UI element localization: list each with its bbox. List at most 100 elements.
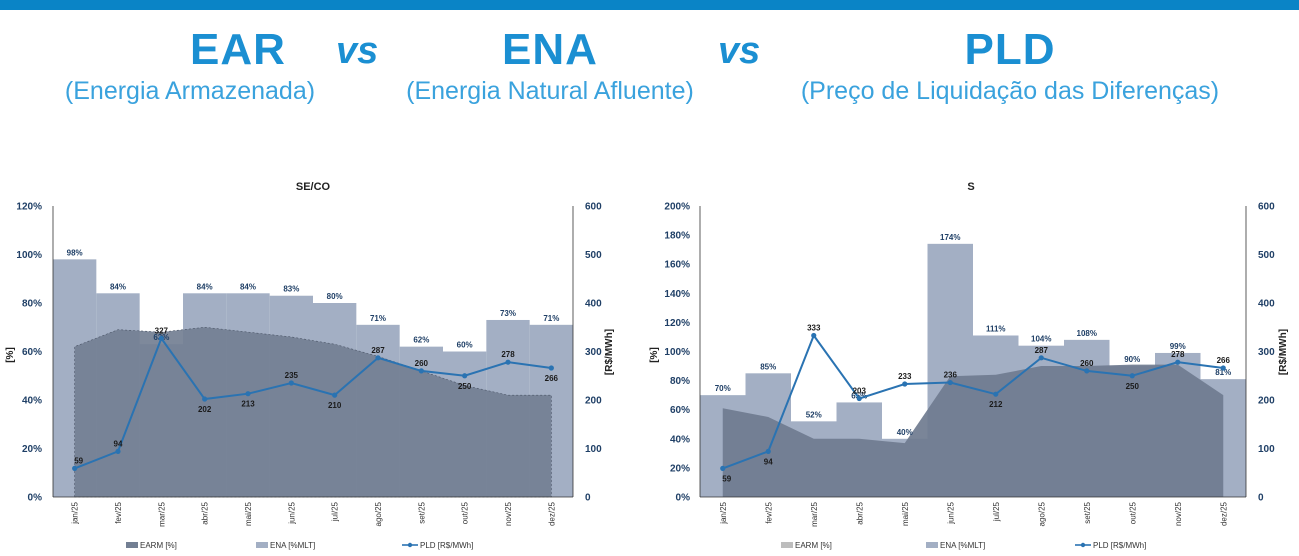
chart-se-category-label: set/25: [417, 501, 426, 523]
chart-se-ena-label: 73%: [500, 309, 516, 318]
chart-se-pld-line: [74, 336, 552, 470]
chart-s-legend-pld: PLD [R$/MWh]: [1093, 541, 1146, 550]
chart-s-pld-point: [1175, 359, 1181, 365]
chart-se-pld-point: [548, 365, 554, 371]
chart-s-y2label: [R$/MWh]: [1278, 329, 1289, 375]
chart-s-pld-label: 287: [1035, 346, 1049, 355]
chart-s-pld-point: [720, 465, 726, 471]
chart-s-category-label: out/25: [1128, 501, 1137, 524]
chart-se-ena-label: 83%: [283, 285, 299, 294]
chart-s-pld-label: 278: [1171, 350, 1185, 359]
chart-se-category-label: abr/25: [201, 501, 210, 524]
chart-se-category-label: mar/25: [157, 501, 166, 526]
chart-se-pld-point: [418, 368, 424, 374]
chart-se-ytick: 40%: [22, 396, 42, 407]
chart-s-category-label: ago/25: [1037, 501, 1046, 526]
chart-s-earm-area: [722, 364, 1224, 497]
chart-se-legend-pld-marker: [407, 542, 413, 548]
chart-s-ytick: 60%: [670, 405, 690, 416]
chart-se-ena-label: 98%: [67, 248, 83, 257]
chart-se-ena-label: 84%: [110, 282, 126, 291]
chart-s-ena-label: 174%: [940, 233, 960, 242]
chart-se-pld-label: 59: [74, 456, 83, 465]
ear-title: EAR: [190, 25, 286, 74]
chart-s-pld-point: [1220, 365, 1226, 371]
chart-se-pld-point: [202, 396, 208, 402]
chart-s-category-label: mar/25: [810, 501, 819, 526]
chart-se-ena-label: 60%: [457, 341, 473, 350]
chart-s-ytick: 180%: [664, 231, 690, 242]
chart-s-pld-line: [722, 333, 1224, 470]
chart-se-y2label: [R$/MWh]: [604, 329, 615, 375]
top-accent-bar: [0, 0, 1299, 10]
chart-se-category-label: jul/25: [331, 501, 340, 522]
chart-se-y2tick: 0: [585, 493, 591, 504]
chart-s-pld-label: 266: [1217, 356, 1231, 365]
chart-s-pld-point: [947, 379, 953, 386]
chart-se-category-label: dez/25: [547, 501, 556, 526]
chart-se-ena-label: 80%: [327, 292, 343, 301]
chart-s-y2tick: 200: [1258, 396, 1275, 407]
chart-se-ena-label: 71%: [370, 314, 386, 323]
chart-s-ytick: 140%: [664, 289, 690, 300]
chart-s-category-label: nov/25: [1174, 501, 1183, 526]
vs-label-2: vs: [718, 30, 761, 72]
ena-subtitle: (Energia Natural Afluente): [406, 77, 694, 105]
chart-se-pld-label: 250: [458, 382, 472, 391]
pld-header: PLD: [860, 22, 1160, 78]
ena-title: ENA: [502, 25, 598, 74]
chart-se-pld-point: [245, 391, 251, 397]
chart-se-y2tick: 200: [585, 396, 602, 407]
chart-se-category-label: mai/25: [244, 501, 253, 526]
chart-se-title: SE/CO: [296, 181, 331, 193]
chart-se-y2tick: 100: [585, 444, 602, 455]
chart-s-pld-label: 203: [853, 387, 867, 396]
chart-s-ena-label: 108%: [1077, 329, 1097, 338]
chart-s-pld-label: 250: [1126, 382, 1140, 391]
pld-title: PLD: [964, 25, 1056, 74]
chart-s-category-label: dez/25: [1219, 501, 1228, 526]
chart-s-y2tick: 500: [1258, 250, 1275, 261]
chart-s-ena-label: 104%: [1031, 335, 1051, 344]
chart-s-pld-point: [1084, 368, 1090, 374]
chart-s-pld-point: [993, 391, 999, 397]
chart-se-pld-point: [462, 373, 468, 379]
chart-s-ytick: 40%: [670, 434, 690, 445]
chart-s-category-label: jun/25: [946, 501, 955, 524]
chart-se-y2tick: 600: [585, 202, 602, 213]
chart-s-ena-label: 90%: [1124, 355, 1140, 364]
chart-se-legend-earm-swatch: [126, 542, 138, 548]
chart-s-legend-ena-swatch: [926, 542, 938, 548]
chart-s-y2tick: 600: [1258, 202, 1275, 213]
chart-se-category-label: ago/25: [374, 501, 383, 526]
chart-s-ena-label: 111%: [986, 324, 1006, 333]
chart-s-legend-earm-swatch: [781, 542, 793, 548]
chart-s-title: S: [967, 181, 974, 193]
chart-s-pld-label: 236: [944, 371, 958, 380]
chart-se-y2tick: 500: [585, 250, 602, 261]
pld-subtitle: (Preço de Liquidação das Diferenças): [800, 77, 1220, 105]
chart-s-ytick: 200%: [664, 202, 690, 213]
chart-s-y2tick: 400: [1258, 299, 1275, 310]
chart-s-ena-label: 52%: [806, 410, 822, 419]
chart-s-pld-point: [1038, 355, 1044, 361]
chart-s-ytick: 0%: [676, 493, 691, 504]
chart-se-pld-label: 202: [198, 405, 212, 414]
chart-se-ylabel: [%]: [5, 347, 16, 363]
chart-se-ena-label: 84%: [240, 282, 256, 291]
chart-s-pld-label: 333: [807, 323, 821, 332]
chart-s-legend-ena: ENA [%MLT]: [940, 541, 985, 550]
chart-s-category-label: jul/25: [992, 501, 1001, 522]
chart-se-legend-ena-swatch: [256, 542, 268, 548]
chart-se-pld-label: 235: [285, 371, 299, 380]
chart-s-pld-label: 212: [989, 400, 1003, 409]
pld-subtitle-wrap: (Preço de Liquidação das Diferenças): [780, 78, 1240, 104]
chart-se-ytick: 100%: [16, 250, 42, 261]
chart-s-ena-label: 65%: [851, 391, 867, 400]
chart-se-category-label: fev/25: [114, 501, 123, 523]
chart-se-pld-point: [158, 335, 164, 342]
chart-se-pld-label: 260: [415, 359, 429, 368]
chart-s-ytick: 160%: [664, 260, 690, 271]
chart-se-ytick: 20%: [22, 444, 42, 455]
chart-s-ytick: 80%: [670, 376, 690, 387]
